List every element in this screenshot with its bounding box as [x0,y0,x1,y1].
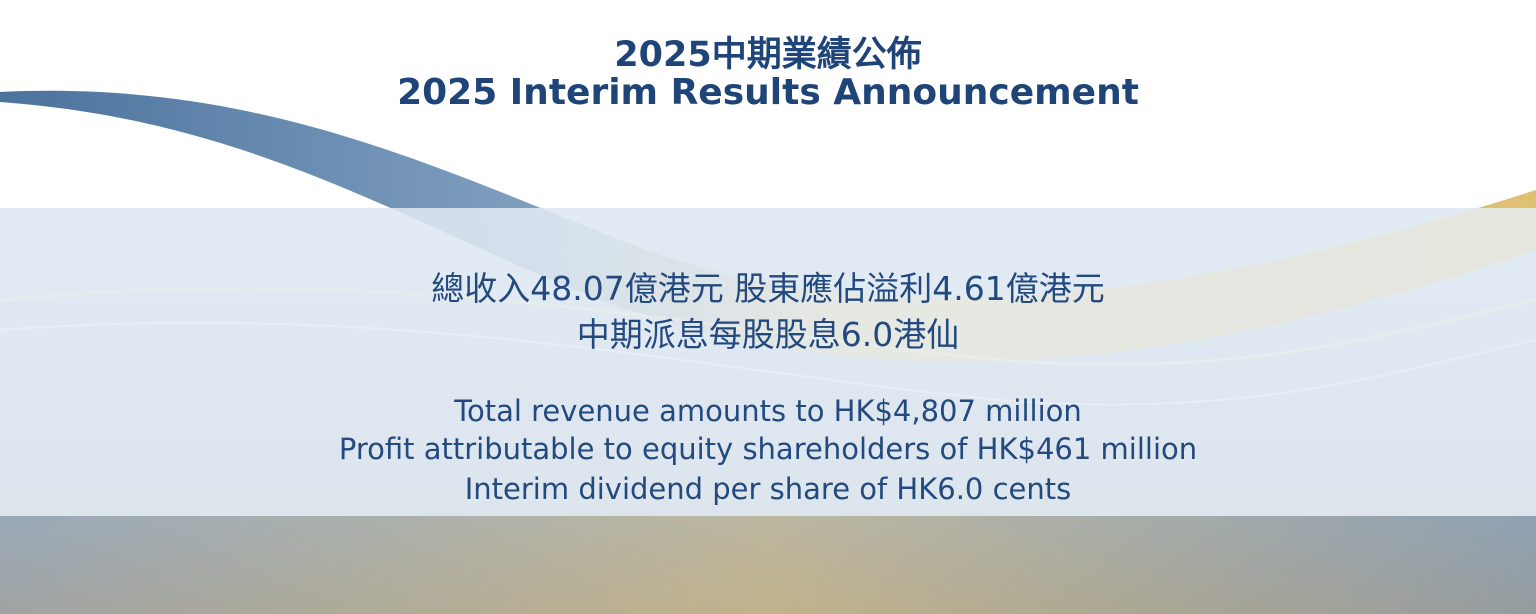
highlight-dividend: Interim dividend per share of HK6.0 cent… [464,472,1072,506]
highlight-profit: Profit attributable to equity shareholde… [338,432,1198,466]
city-lights-strip [0,516,1536,614]
highlight-chinese-line: 中期派息每股股息6.0港仙 [576,315,960,354]
title-english: 2025 Interim Results Announcement [397,72,1139,113]
highlight-revenue: Total revenue amounts to HK$4,807 millio… [454,394,1082,428]
highlight-chinese-line: 總收入48.07億港元 股東應佔溢利4.61億港元 [431,269,1105,308]
title-chinese: 2025中期業績公佈 [614,35,922,75]
highlights-panel [0,208,1536,516]
